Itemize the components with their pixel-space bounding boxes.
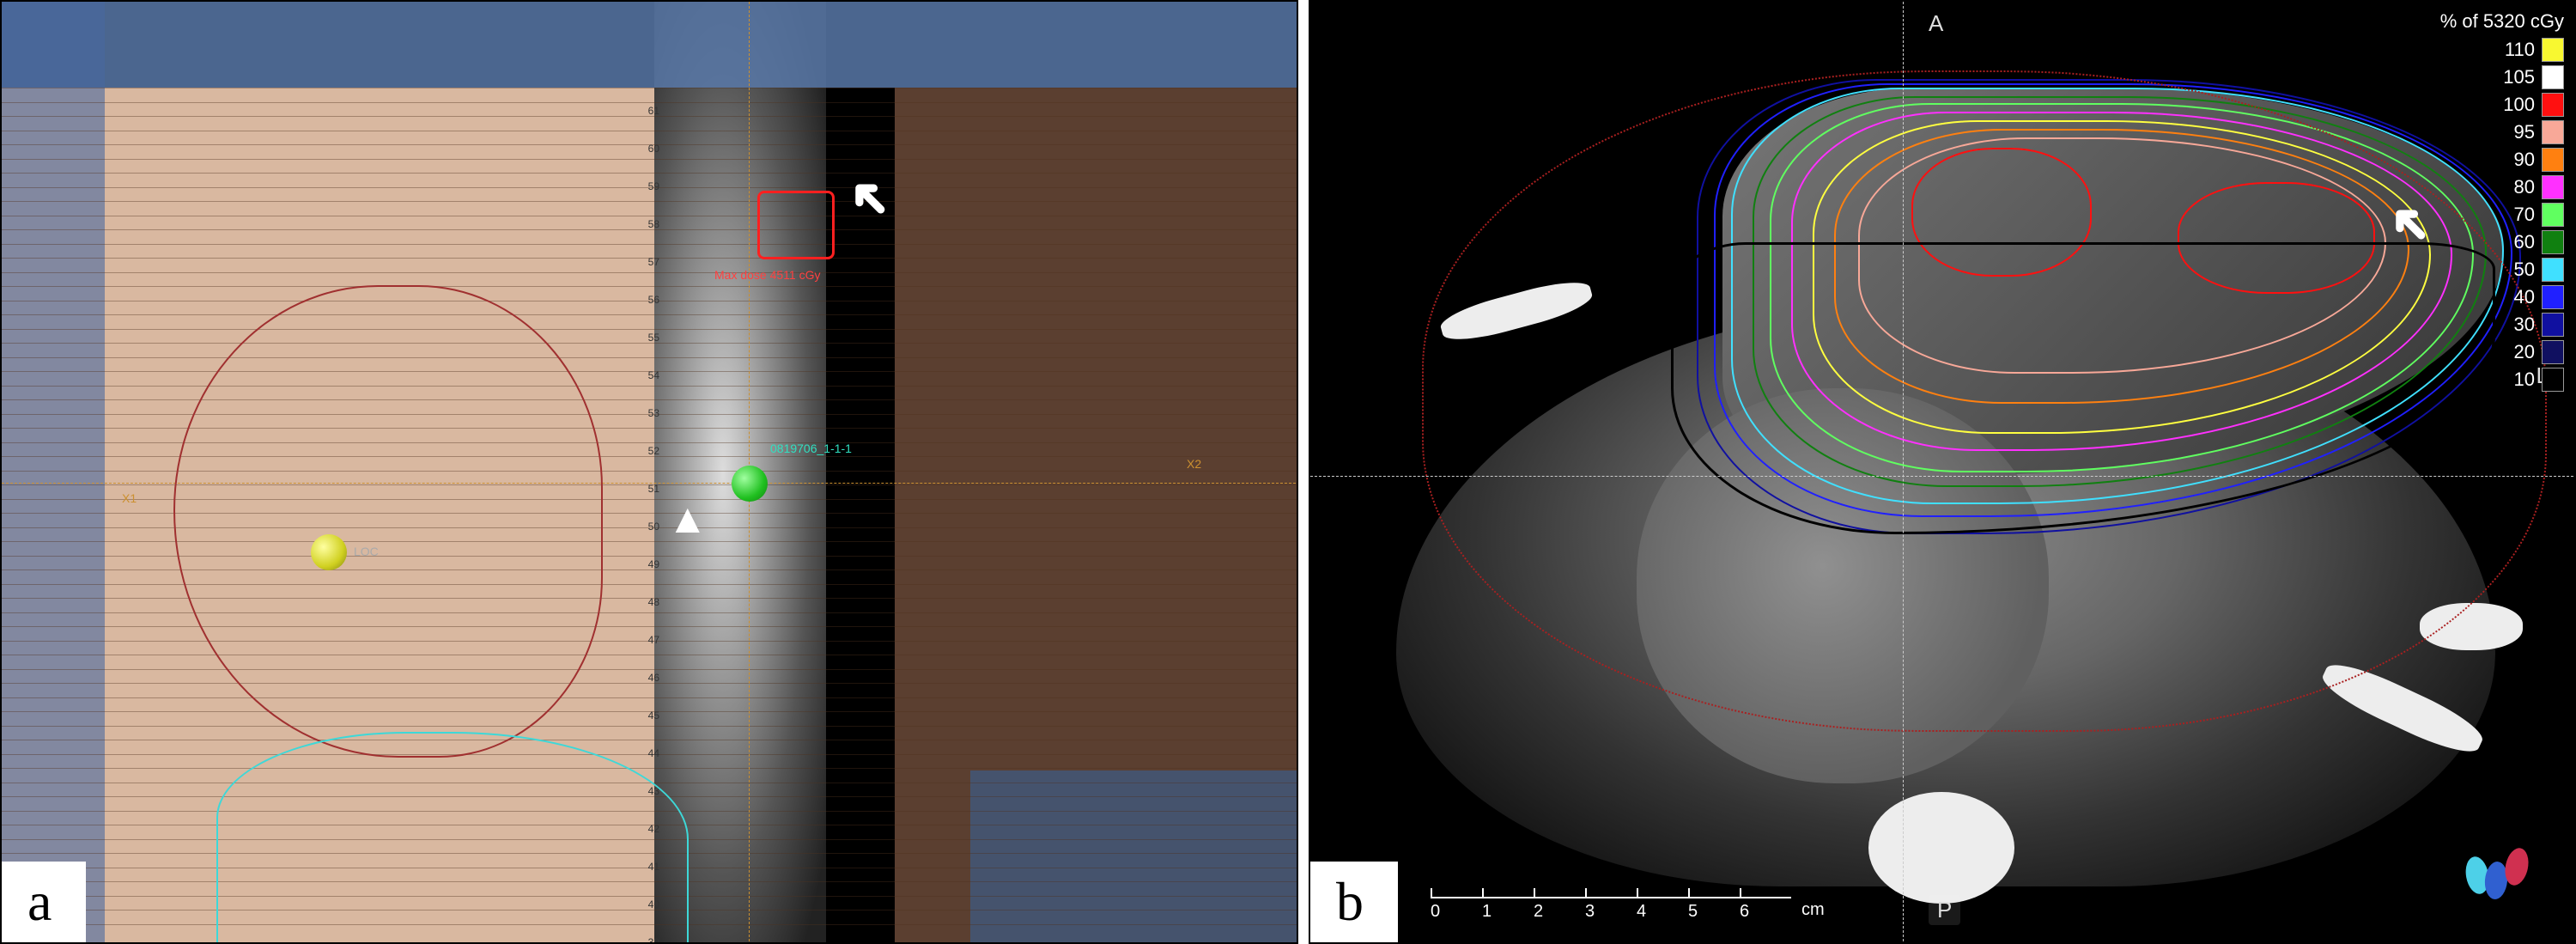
dose-legend-value: 30	[2514, 314, 2535, 336]
panel-a-bev-view[interactable]: 6160595857565554535251504948474645444342…	[0, 0, 1298, 944]
dose-legend-value: 100	[2503, 94, 2535, 116]
crosshair-vertical	[1903, 2, 1904, 944]
ruler-tick: 58	[637, 218, 663, 230]
isodose-line[interactable]	[1422, 70, 2547, 732]
dose-legend-row[interactable]: 90	[2440, 146, 2564, 174]
dose-legend-swatch	[2542, 120, 2564, 144]
dose-legend-row[interactable]: 70	[2440, 201, 2564, 228]
isocenter-marker[interactable]	[732, 466, 768, 502]
dose-legend-value: 110	[2505, 39, 2535, 61]
panel-letter-b: b	[1310, 862, 1398, 942]
dose-legend-row[interactable]: 30	[2440, 311, 2564, 338]
max-dose-roi[interactable]	[757, 191, 835, 259]
ruler-tick: 47	[637, 634, 663, 646]
ruler-tick: 46	[637, 672, 663, 684]
dose-legend-row[interactable]: 95	[2440, 119, 2564, 146]
scale-unit: cm	[1801, 900, 1825, 922]
ruler-tick: 51	[637, 483, 663, 495]
dose-legend-value: 105	[2503, 66, 2535, 88]
dose-legend-value: 80	[2514, 176, 2535, 198]
scale-bar: 0123456 cm	[1431, 897, 1825, 922]
dose-legend-row[interactable]: 60	[2440, 228, 2564, 256]
dose-legend-row[interactable]: 40	[2440, 283, 2564, 311]
dose-legend-row[interactable]: 80	[2440, 174, 2564, 201]
scale-tick: 2	[1534, 897, 1585, 922]
dose-legend-value: 10	[2514, 368, 2535, 391]
ruler-tick: 45	[637, 710, 663, 722]
isocenter-label: 0819706_1-1-1	[770, 442, 852, 455]
dose-legend-swatch	[2542, 148, 2564, 172]
dose-legend-value: 40	[2514, 286, 2535, 308]
axis-x1-label: X1	[122, 491, 137, 505]
dose-legend-row[interactable]: 50	[2440, 256, 2564, 283]
dose-legend-row[interactable]: 105	[2440, 64, 2564, 91]
dose-legend-swatch	[2542, 340, 2564, 364]
scale-tick: 1	[1482, 897, 1534, 922]
ruler-tick: 52	[637, 445, 663, 457]
ruler-tick: 49	[637, 558, 663, 570]
scale-tick: 6	[1740, 897, 1791, 922]
scale-tick: 5	[1688, 897, 1740, 922]
panel-b-axial-ct[interactable]: ➜ A L P % of 5320 cGy 110105100959080706…	[1309, 0, 2576, 944]
dose-legend-swatch	[2542, 65, 2564, 89]
scale-tick: 0	[1431, 897, 1482, 922]
dose-legend-row[interactable]: 20	[2440, 338, 2564, 366]
orientation-anterior: A	[1929, 10, 1943, 37]
dose-legend[interactable]: % of 5320 cGy 110 105 100 95 90 80 70 60 50 40 30 2…	[2440, 10, 2564, 393]
dose-legend-swatch	[2542, 175, 2564, 199]
ruler-tick: 53	[637, 407, 663, 419]
dose-legend-swatch	[2542, 93, 2564, 117]
dose-legend-value: 70	[2514, 204, 2535, 226]
ruler-tick: 61	[637, 105, 663, 117]
panel-letter-a: a	[2, 862, 86, 942]
dose-legend-value: 95	[2514, 121, 2535, 143]
dose-legend-title: % of 5320 cGy	[2440, 10, 2564, 33]
dose-legend-row[interactable]: 100	[2440, 91, 2564, 119]
ruler-tick: 54	[637, 369, 663, 381]
dose-legend-swatch	[2542, 258, 2564, 282]
orientation-posterior: P	[1929, 895, 1960, 925]
dose-legend-value: 50	[2514, 259, 2535, 281]
dose-legend-swatch	[2542, 313, 2564, 337]
ruler-tick: 50	[637, 521, 663, 533]
axis-x2-label: X2	[1187, 457, 1201, 471]
dose-legend-swatch	[2542, 368, 2564, 392]
dose-legend-swatch	[2542, 230, 2564, 254]
ruler-tick: 57	[637, 256, 663, 268]
dose-legend-value: 60	[2514, 231, 2535, 253]
jaw-overlay-top	[2, 2, 1298, 88]
annotation-arrowhead-icon: ▲	[667, 496, 708, 543]
dose-legend-row[interactable]: 10	[2440, 366, 2564, 393]
max-dose-label: Max dose 4511 cGy	[714, 268, 820, 282]
crosshair-horizontal	[1310, 476, 2576, 477]
ruler-tick: 59	[637, 180, 663, 192]
dose-legend-swatch	[2542, 203, 2564, 227]
scale-tick: 3	[1585, 897, 1637, 922]
ruler-tick: 44	[637, 747, 663, 759]
ruler-tick: 48	[637, 596, 663, 608]
dose-legend-swatch	[2542, 38, 2564, 62]
dose-legend-swatch	[2542, 285, 2564, 309]
contour-oar[interactable]	[216, 732, 689, 944]
ct-spine	[1868, 792, 2014, 904]
ruler-tick: 56	[637, 294, 663, 306]
dose-legend-value: 90	[2514, 149, 2535, 171]
ruler-tick: 55	[637, 332, 663, 344]
scale-tick: 4	[1637, 897, 1688, 922]
dose-legend-value: 20	[2514, 341, 2535, 363]
loc-marker[interactable]	[311, 534, 347, 570]
dose-legend-row[interactable]: 110	[2440, 36, 2564, 64]
ruler-tick: 60	[637, 143, 663, 155]
loc-marker-label: LOC	[354, 545, 379, 558]
orientation-widget[interactable]	[2463, 839, 2531, 908]
